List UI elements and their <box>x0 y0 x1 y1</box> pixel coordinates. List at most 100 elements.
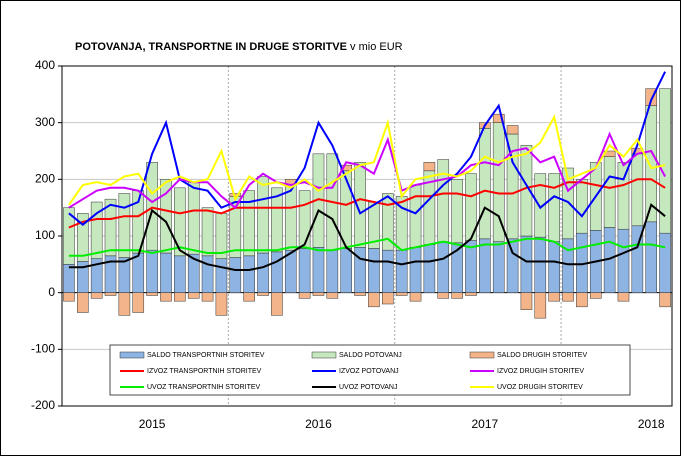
bar <box>492 113 505 123</box>
legend-label: UVOZ TRANSPORTNIH STORITEV <box>147 384 261 391</box>
legend-label: SALDO POTOVANJ <box>339 352 402 359</box>
lines <box>68 71 666 271</box>
bar <box>409 247 422 293</box>
axes: -200 -100 0 100 200 300 400 2015 2016 2017 2018 <box>31 58 665 431</box>
x-tick-label: 2016 <box>305 417 332 431</box>
bar <box>340 248 352 293</box>
bar <box>645 221 658 293</box>
bar <box>215 258 228 293</box>
bar <box>548 241 560 293</box>
bar <box>132 292 145 313</box>
bar <box>382 292 394 305</box>
bar <box>174 187 186 257</box>
bar <box>534 173 547 238</box>
bar <box>104 198 117 257</box>
bar <box>229 257 242 293</box>
bar <box>437 241 450 293</box>
bar <box>160 292 172 302</box>
bar <box>174 292 186 302</box>
bar <box>201 292 214 302</box>
bar <box>243 292 255 302</box>
bar <box>589 292 602 299</box>
bar <box>90 201 103 259</box>
bar <box>77 213 89 262</box>
bar <box>659 88 671 234</box>
bar <box>284 184 297 251</box>
legend-label: SALDO DRUGIH STORITEV <box>497 352 587 359</box>
bar <box>576 179 588 234</box>
legend-swatch <box>119 351 145 359</box>
line <box>68 71 666 226</box>
bar <box>423 244 436 293</box>
bar <box>354 162 366 248</box>
y-tick-label: 200 <box>35 172 55 186</box>
bar <box>104 292 117 296</box>
bar <box>506 125 519 135</box>
bar <box>576 292 588 308</box>
bar <box>271 187 283 253</box>
bar <box>354 292 366 296</box>
bar <box>326 292 339 299</box>
bar <box>465 292 477 296</box>
bar <box>243 190 255 257</box>
bar <box>520 292 533 310</box>
bar <box>146 249 158 293</box>
bar <box>312 247 325 293</box>
bar <box>257 176 269 254</box>
bar <box>617 292 630 302</box>
bar <box>423 162 436 172</box>
bar <box>187 292 200 299</box>
bar <box>395 249 408 293</box>
bar <box>492 241 505 293</box>
bar <box>368 248 380 293</box>
subtitle: v mio EUR <box>350 41 403 53</box>
bar <box>479 238 491 293</box>
bar <box>201 255 214 293</box>
chart-title: POTOVANJA, TRANSPORTNE IN DRUGE STORITVE… <box>75 41 403 53</box>
y-tick-label: 300 <box>35 115 55 129</box>
bar <box>326 249 339 293</box>
bar <box>118 193 131 258</box>
bar <box>395 292 408 296</box>
bar <box>548 292 560 302</box>
line <box>68 203 666 271</box>
bar <box>465 240 477 293</box>
y-tick-label: 100 <box>35 228 55 242</box>
bar <box>506 238 519 293</box>
bar <box>215 292 228 316</box>
bar <box>548 173 560 242</box>
bar <box>354 247 366 293</box>
x-tick-label: 2015 <box>139 417 166 431</box>
bar <box>187 181 200 255</box>
legend-swatch <box>469 351 495 359</box>
bar <box>174 255 186 293</box>
bar <box>340 170 352 249</box>
legend-label: UVOZ DRUGIH STORITEV <box>497 384 583 391</box>
bar <box>479 128 491 240</box>
title: POTOVANJA, TRANSPORTNE IN DRUGE STORITVE <box>75 41 347 53</box>
bar <box>382 249 394 293</box>
y-tick-label: 0 <box>48 285 55 299</box>
bar <box>368 292 380 308</box>
bar <box>534 236 547 293</box>
bar <box>160 252 172 293</box>
legend: SALDO TRANSPORTNIH STORITEV SALDO POTOVAN… <box>109 344 631 396</box>
bar <box>243 255 255 293</box>
bar <box>659 292 671 308</box>
bar <box>312 292 325 296</box>
bar <box>298 292 311 299</box>
bar <box>659 232 671 293</box>
bar <box>617 162 630 230</box>
bar <box>90 292 103 299</box>
x-tick-label: 2018 <box>638 417 665 431</box>
x-tick-label: 2017 <box>471 417 498 431</box>
bar <box>382 193 394 251</box>
bar <box>298 248 311 293</box>
bar <box>562 292 574 302</box>
bar <box>451 292 463 299</box>
line <box>68 237 666 257</box>
y-tick-label: -200 <box>31 398 55 412</box>
legend-label: IZVOZ DRUGIH STORITEV <box>497 368 584 375</box>
bar <box>631 153 644 227</box>
